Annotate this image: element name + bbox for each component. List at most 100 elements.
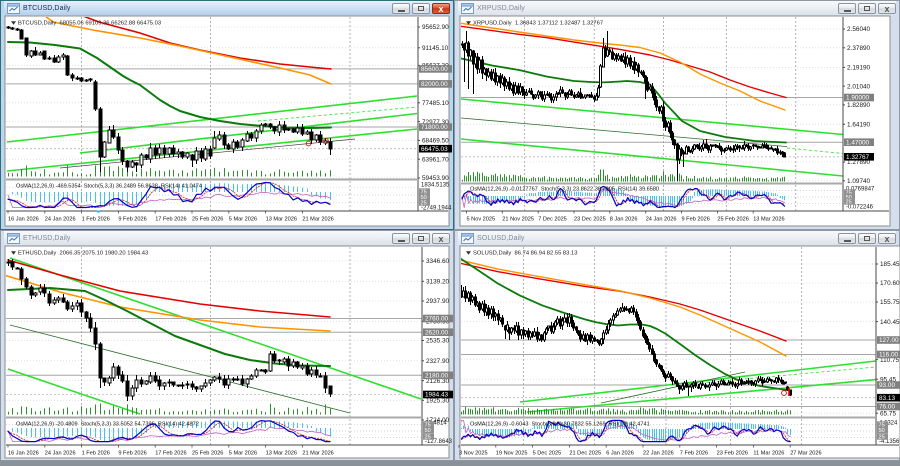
svg-text:75: 75 <box>879 423 885 429</box>
svg-text:24 Jan 2026: 24 Jan 2026 <box>45 451 76 457</box>
svg-text:OsMA(12,26,9) -20.4809 Stoch(: OsMA(12,26,9) -20.4809 Stoch(5,3,3) 33.5… <box>16 422 199 428</box>
svg-text:21 Mar 2026: 21 Mar 2026 <box>302 451 333 457</box>
svg-text:1834.5135: 1834.5135 <box>421 183 450 189</box>
svg-text:16 Jan 2026: 16 Jan 2026 <box>8 451 39 457</box>
svg-text:1.27890: 1.27890 <box>847 159 871 166</box>
svg-text:OsMA(12,26,9) -0.6043 Stoch(5: OsMA(12,26,9) -0.6043 Stoch(5,3,3) 30.78… <box>470 422 650 428</box>
svg-text:2535.30: 2535.30 <box>426 338 450 345</box>
svg-text:13 Mar 2026: 13 Mar 2026 <box>266 217 297 223</box>
svg-text:2.37890: 2.37890 <box>847 45 871 52</box>
svg-text:1 Feb 2026: 1 Feb 2026 <box>82 217 110 223</box>
svg-text:25: 25 <box>846 200 852 206</box>
svg-text:1 Feb 2026: 1 Feb 2026 <box>82 451 110 457</box>
svg-text:1.90000: 1.90000 <box>846 95 870 102</box>
svg-text:25: 25 <box>879 435 885 441</box>
svg-text:XRPUSD,Daily 1.36843 1.37112: XRPUSD,Daily 1.36843 1.37112 1.32487 1.3… <box>473 20 603 26</box>
svg-text:13 Mar 2026: 13 Mar 2026 <box>753 217 784 223</box>
svg-text:25: 25 <box>425 435 431 441</box>
svg-text:0.0769847: 0.0769847 <box>846 187 875 193</box>
svg-text:-4.1356: -4.1356 <box>879 439 900 445</box>
svg-text:25 Feb 2026: 25 Feb 2026 <box>192 451 223 457</box>
svg-text:21 Nov 2025: 21 Nov 2025 <box>502 217 534 223</box>
svg-text:2.19190: 2.19190 <box>847 65 871 72</box>
svg-text:2.56040: 2.56040 <box>847 26 871 33</box>
svg-text:65.75: 65.75 <box>880 410 896 417</box>
svg-text:3 Nov 2025: 3 Nov 2025 <box>459 451 488 457</box>
svg-text:16 Jan 2026: 16 Jan 2026 <box>8 217 39 223</box>
svg-text:95.45: 95.45 <box>880 376 896 383</box>
svg-text:23 Feb 2026: 23 Feb 2026 <box>717 451 748 457</box>
svg-text:155.75: 155.75 <box>880 299 900 306</box>
svg-text:25: 25 <box>421 201 427 207</box>
svg-text:27 Mar 2026: 27 Mar 2026 <box>790 451 821 457</box>
svg-text:6 Jan 2026: 6 Jan 2026 <box>606 451 634 457</box>
svg-text:9 Feb 2026: 9 Feb 2026 <box>118 217 146 223</box>
svg-text:50: 50 <box>879 428 885 434</box>
svg-text:2.01040: 2.01040 <box>847 83 871 90</box>
svg-text:85600.00: 85600.00 <box>421 66 448 73</box>
svg-text:5 Dec 2025: 5 Dec 2025 <box>533 451 562 457</box>
svg-text:11 Mar 2026: 11 Mar 2026 <box>753 451 784 457</box>
svg-text:72977.30: 72977.30 <box>422 119 449 126</box>
svg-text:8 Jan 2026: 8 Jan 2026 <box>610 217 638 223</box>
svg-text:9 Feb 2026: 9 Feb 2026 <box>682 217 710 223</box>
svg-text:13 Mar 2026: 13 Mar 2026 <box>266 451 297 457</box>
svg-text:5 Mar 2026: 5 Mar 2026 <box>229 217 257 223</box>
svg-text:50: 50 <box>846 195 852 201</box>
svg-text:3346.60: 3346.60 <box>426 258 450 265</box>
svg-text:75: 75 <box>421 190 427 196</box>
svg-text:7 Dec 2025: 7 Dec 2025 <box>538 217 567 223</box>
svg-text:1.64190: 1.64190 <box>847 122 871 129</box>
svg-text:5 Mar 2026: 5 Mar 2026 <box>229 451 257 457</box>
svg-text:4.6324: 4.6324 <box>879 421 898 427</box>
svg-text:82000.00: 82000.00 <box>421 81 448 88</box>
svg-text:110.75: 110.75 <box>880 357 900 364</box>
svg-text:25 Feb 2026: 25 Feb 2026 <box>192 217 223 223</box>
svg-text:1984.43: 1984.43 <box>425 392 449 399</box>
svg-text:1.09740: 1.09740 <box>847 178 871 185</box>
svg-text:2180.00: 2180.00 <box>425 373 449 380</box>
svg-text:59453.90: 59453.90 <box>422 175 449 182</box>
svg-text:OsMA(12,26,9) -469.5354 Stoch: OsMA(12,26,9) -469.5354 Stoch(5,3,3) 36.… <box>16 184 202 190</box>
svg-text:1724.00: 1724.00 <box>426 417 450 424</box>
svg-text:50: 50 <box>425 428 431 434</box>
svg-text:24 Jan 2026: 24 Jan 2026 <box>646 217 677 223</box>
svg-text:9 Feb 2026: 9 Feb 2026 <box>118 451 146 457</box>
svg-text:50: 50 <box>421 195 427 201</box>
svg-text:17 Feb 2026: 17 Feb 2026 <box>155 451 186 457</box>
svg-text:75: 75 <box>425 423 431 429</box>
svg-text:2126.30: 2126.30 <box>426 378 450 385</box>
svg-text:23 Dec 2025: 23 Dec 2025 <box>574 217 606 223</box>
svg-text:-2749.1944: -2749.1944 <box>421 206 452 212</box>
svg-text:BTCUSD,Daily 68055.06 69109.3: BTCUSD,Daily 68055.06 69109.36 66262.88 … <box>18 20 161 26</box>
svg-text:1.32767: 1.32767 <box>846 154 870 161</box>
svg-text:5 Nov 2025: 5 Nov 2025 <box>467 217 496 223</box>
svg-text:127.00: 127.00 <box>879 337 899 344</box>
svg-text:76.00: 76.00 <box>879 404 895 411</box>
svg-text:-0.072246: -0.072246 <box>846 205 874 211</box>
svg-text:SOLUSD,Daily 86.74 86.94 82.5: SOLUSD,Daily 86.74 86.94 82.55 83.13 <box>473 250 577 256</box>
svg-text:66475.03: 66475.03 <box>421 146 448 153</box>
svg-text:116.00: 116.00 <box>879 352 899 359</box>
svg-text:ETHUSD,Daily 2066.35 2075.10: ETHUSD,Daily 2066.35 2075.10 1980.20 198… <box>18 250 148 256</box>
svg-text:91145.10: 91145.10 <box>422 45 449 52</box>
svg-text:61.4814: 61.4814 <box>425 421 447 427</box>
svg-text:95652.90: 95652.90 <box>422 24 449 31</box>
svg-text:185.45: 185.45 <box>880 261 900 268</box>
svg-text:3139.20: 3139.20 <box>426 279 450 286</box>
svg-text:2760.00: 2760.00 <box>425 316 449 323</box>
svg-text:25 Feb 2026: 25 Feb 2026 <box>717 217 748 223</box>
svg-text:21 Mar 2026: 21 Mar 2026 <box>302 217 333 223</box>
svg-text:75: 75 <box>846 191 852 197</box>
svg-text:170.60: 170.60 <box>880 280 900 287</box>
svg-text:2937.90: 2937.90 <box>426 298 450 305</box>
svg-text:93.00: 93.00 <box>879 382 895 389</box>
svg-text:7 Feb 2026: 7 Feb 2026 <box>680 451 708 457</box>
svg-text:21 Dec 2025: 21 Dec 2025 <box>569 451 601 457</box>
svg-text:68469.50: 68469.50 <box>422 138 449 145</box>
svg-text:2620.00: 2620.00 <box>425 329 449 336</box>
svg-text:22 Jan 2026: 22 Jan 2026 <box>643 451 674 457</box>
svg-text:1.82890: 1.82890 <box>847 102 871 109</box>
svg-text:24 Jan 2026: 24 Jan 2026 <box>45 217 76 223</box>
svg-text:140.45: 140.45 <box>880 319 900 326</box>
